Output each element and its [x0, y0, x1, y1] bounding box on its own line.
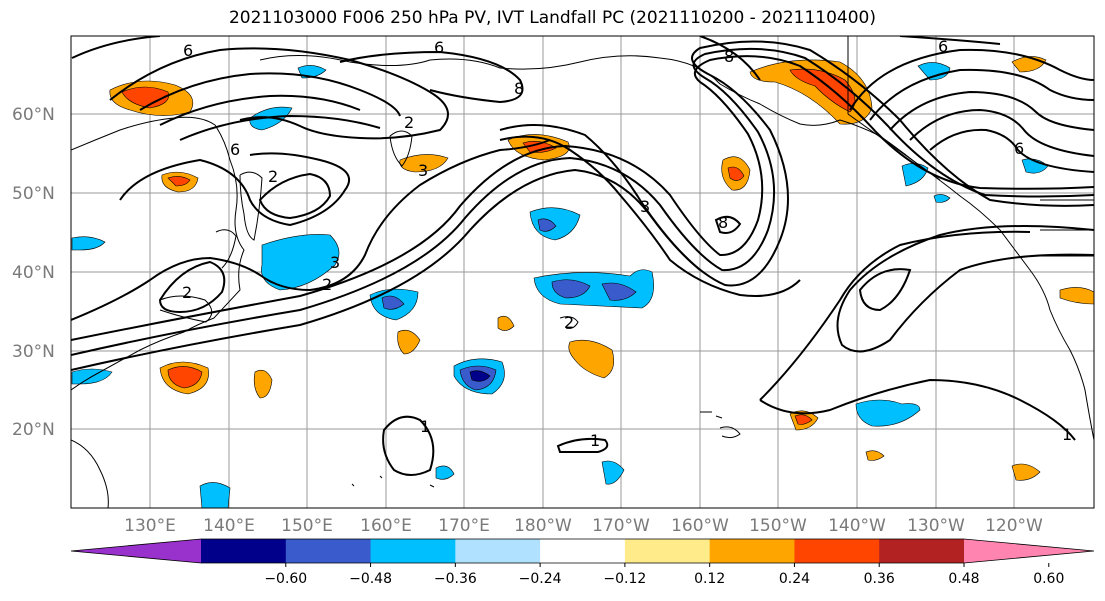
lat-label: 20°N: [12, 420, 55, 440]
lon-label: 130°W: [907, 516, 965, 536]
contour-labels: 6 6 6 2 2 2 3 3 3 1 1 1 6 8 8 6 2 2 8: [182, 37, 1072, 450]
contour-label: 1: [1062, 425, 1072, 444]
colorbar-cell: [201, 539, 287, 563]
contour-label: 2: [564, 313, 574, 332]
contour-label: 6: [230, 140, 240, 159]
colorbar-tick-label: 0.60: [1033, 571, 1064, 587]
colorbar-cell: [794, 539, 880, 563]
contour-label: 3: [640, 197, 650, 216]
lat-label: 40°N: [12, 263, 55, 283]
lon-label: 140°W: [828, 516, 886, 536]
lon-label: 150°W: [749, 516, 807, 536]
lat-label: 30°N: [12, 342, 55, 362]
pv-contours: [71, 36, 1094, 476]
colorbar-ticks: −0.60 −0.48 −0.36 −0.24 −0.12 0.12 0.24 0.36 0.4…: [264, 563, 1064, 587]
contour-label: 6: [434, 38, 444, 57]
lon-label: 140°E: [203, 516, 255, 536]
colorbar-tick-label: 0.48: [948, 571, 979, 587]
lat-label: 50°N: [12, 184, 55, 204]
colorbar-cell: [370, 539, 456, 563]
colorbar-extension-high: [964, 539, 1094, 563]
contour-label: 2: [182, 283, 192, 302]
colorbar-tick-label: −0.24: [519, 571, 562, 587]
colorbar-cell: [285, 539, 372, 563]
colorbar-tick-label: −0.36: [434, 571, 477, 587]
colorbar-tick-label: 0.12: [694, 571, 725, 587]
colorbar-tick-label: 0.36: [864, 571, 895, 587]
colorbar-tick-label: −0.12: [603, 571, 646, 587]
contour-label: 8: [724, 47, 734, 66]
contour-label: 2: [404, 113, 414, 132]
contour-label: 6: [1014, 139, 1024, 158]
lon-label: 160°W: [671, 516, 729, 536]
lon-label: 170°E: [438, 516, 490, 536]
colorbar-outline: [70, 538, 1095, 564]
lat-label: 60°N: [12, 105, 55, 125]
colorbar-cell: [709, 539, 795, 563]
lon-label: 130°E: [124, 516, 176, 536]
contour-label: 2: [322, 275, 332, 294]
latitude-labels: 60°N 50°N 40°N 30°N 20°N: [12, 105, 55, 440]
colorbar-cell: [879, 539, 965, 563]
plot-title: 2021103000 F006 250 hPa PV, IVT Landfall…: [228, 8, 876, 28]
colorbar-extension-low: [71, 539, 201, 563]
lon-label: 150°E: [281, 516, 333, 536]
lon-label: 170°W: [592, 516, 650, 536]
map-border: [70, 35, 1095, 509]
lon-label: 160°E: [360, 516, 412, 536]
colorbar-cell: [540, 539, 626, 563]
contour-label: 6: [938, 37, 948, 56]
contour-label: 8: [514, 79, 524, 98]
contour-label: 8: [718, 213, 728, 232]
lon-label: 120°W: [985, 516, 1043, 536]
colorbar-tick-label: −0.60: [264, 571, 307, 587]
contour-label: 1: [590, 431, 600, 450]
contour-label: 2: [268, 167, 278, 186]
longitude-labels: 130°E 140°E 150°E 160°E 170°E 180°W 170°…: [124, 516, 1043, 536]
contour-label: 3: [418, 161, 428, 180]
colorbar-cell: [624, 539, 711, 563]
colorbar: [70, 538, 1095, 564]
colorbar-tick-label: −0.48: [349, 571, 392, 587]
contour-label: 1: [420, 417, 430, 436]
colorbar-cell: [455, 539, 541, 563]
lon-label: 180°W: [514, 516, 572, 536]
colorbar-tick-label: 0.24: [779, 571, 810, 587]
contour-label: 6: [183, 41, 193, 60]
contour-label: 3: [330, 253, 340, 272]
